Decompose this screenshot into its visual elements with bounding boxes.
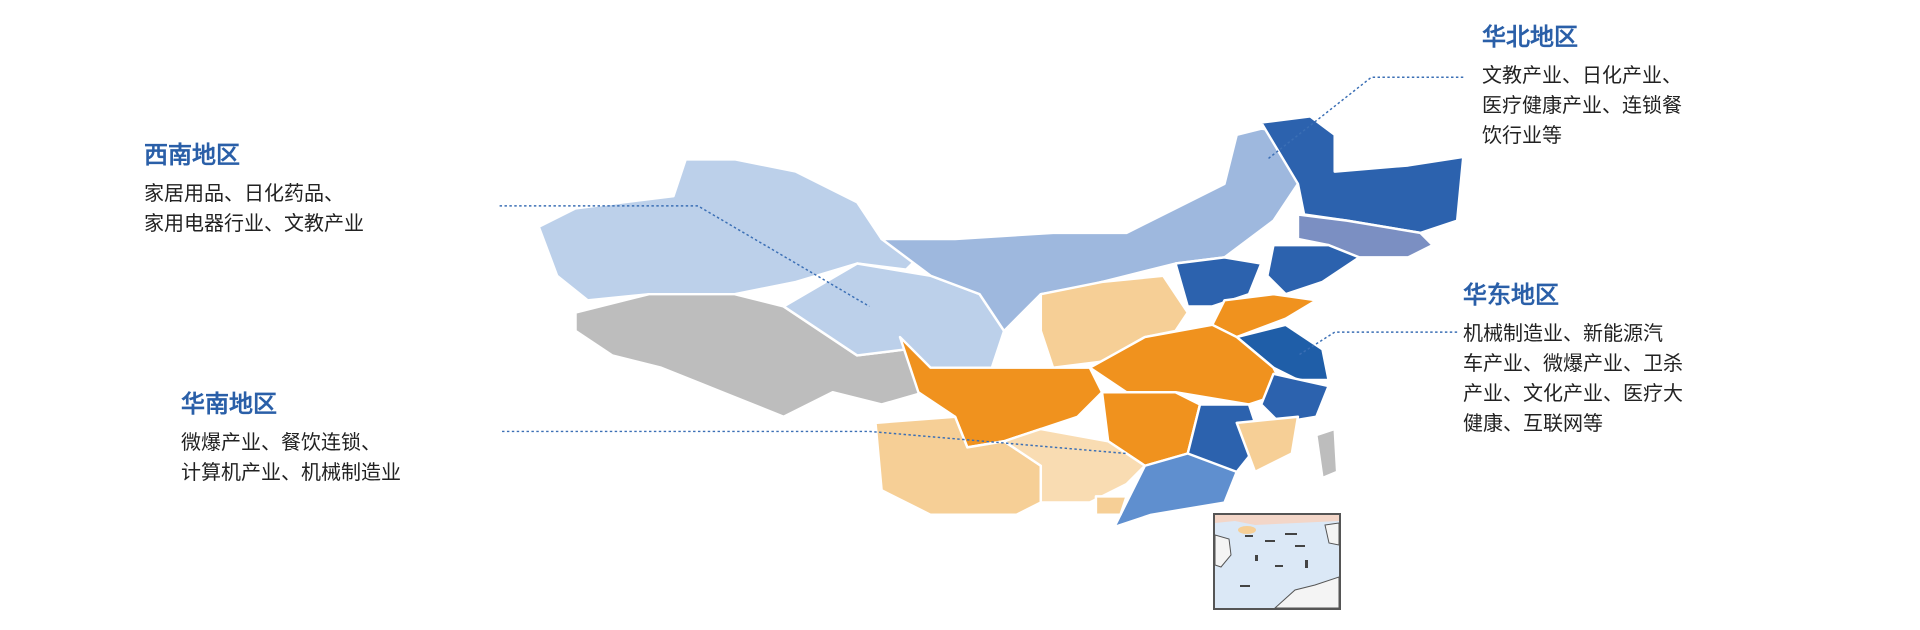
region-text-line: 车产业、微爆产业、卫杀 <box>1463 351 1683 375</box>
province-guangdong <box>1113 452 1238 529</box>
region-text-line: 家用电器行业、文教产业 <box>144 211 364 235</box>
region-text-line: 机械制造业、新能源汽 <box>1463 321 1663 345</box>
leader-line-north <box>1266 76 1464 160</box>
province-hebei <box>1174 256 1263 308</box>
region-text-line: 微爆产业、餐饮连锁、 <box>181 430 381 454</box>
province-hainan <box>1094 495 1128 517</box>
province-qinghai <box>782 262 1006 369</box>
region-title: 华南地区 <box>181 390 277 418</box>
province-liaoning <box>1266 243 1361 296</box>
leader-line-east <box>1297 331 1458 357</box>
region-north: 华北地区 文教产业、日化产业、 医疗健康产业、连锁餐 饮行业等 <box>1482 22 1682 150</box>
region-text-line: 家居用品、日化药品、 <box>144 181 344 205</box>
region-title: 西南地区 <box>144 141 240 169</box>
region-text-line: 健康、互联网等 <box>1463 411 1603 435</box>
region-south: 华南地区 微爆产业、餐饮连锁、 计算机产业、机械制造业 <box>181 389 401 487</box>
province-heilongjiang <box>1260 115 1465 235</box>
region-text-line: 文教产业、日化产业、 <box>1482 63 1682 87</box>
region-text-line: 饮行业等 <box>1482 123 1562 147</box>
province-jilin <box>1296 213 1434 259</box>
region-text-line: 产业、文化产业、医疗大 <box>1463 381 1683 405</box>
province-tibet <box>574 292 926 418</box>
leader-line-southwest <box>499 205 870 308</box>
inset-map-drawing <box>1215 515 1339 608</box>
region-text-line: 医疗健康产业、连锁餐 <box>1482 93 1682 117</box>
south-china-sea-inset-map <box>1213 513 1341 610</box>
region-southwest: 西南地区 家居用品、日化药品、 家用电器行业、文教产业 <box>144 140 364 238</box>
region-title: 华北地区 <box>1482 23 1578 51</box>
region-title: 华东地区 <box>1463 281 1559 309</box>
region-east: 华东地区 机械制造业、新能源汽 车产业、微爆产业、卫杀 产业、文化产业、医疗大 … <box>1463 280 1683 438</box>
province-inner-mongolia <box>880 127 1312 333</box>
region-text-line: 计算机产业、机械制造业 <box>181 460 401 484</box>
province-fujian <box>1235 415 1300 474</box>
province-guizhou-guangxi <box>1002 427 1147 504</box>
province-taiwan <box>1315 427 1339 480</box>
leader-line-south <box>502 430 1127 455</box>
